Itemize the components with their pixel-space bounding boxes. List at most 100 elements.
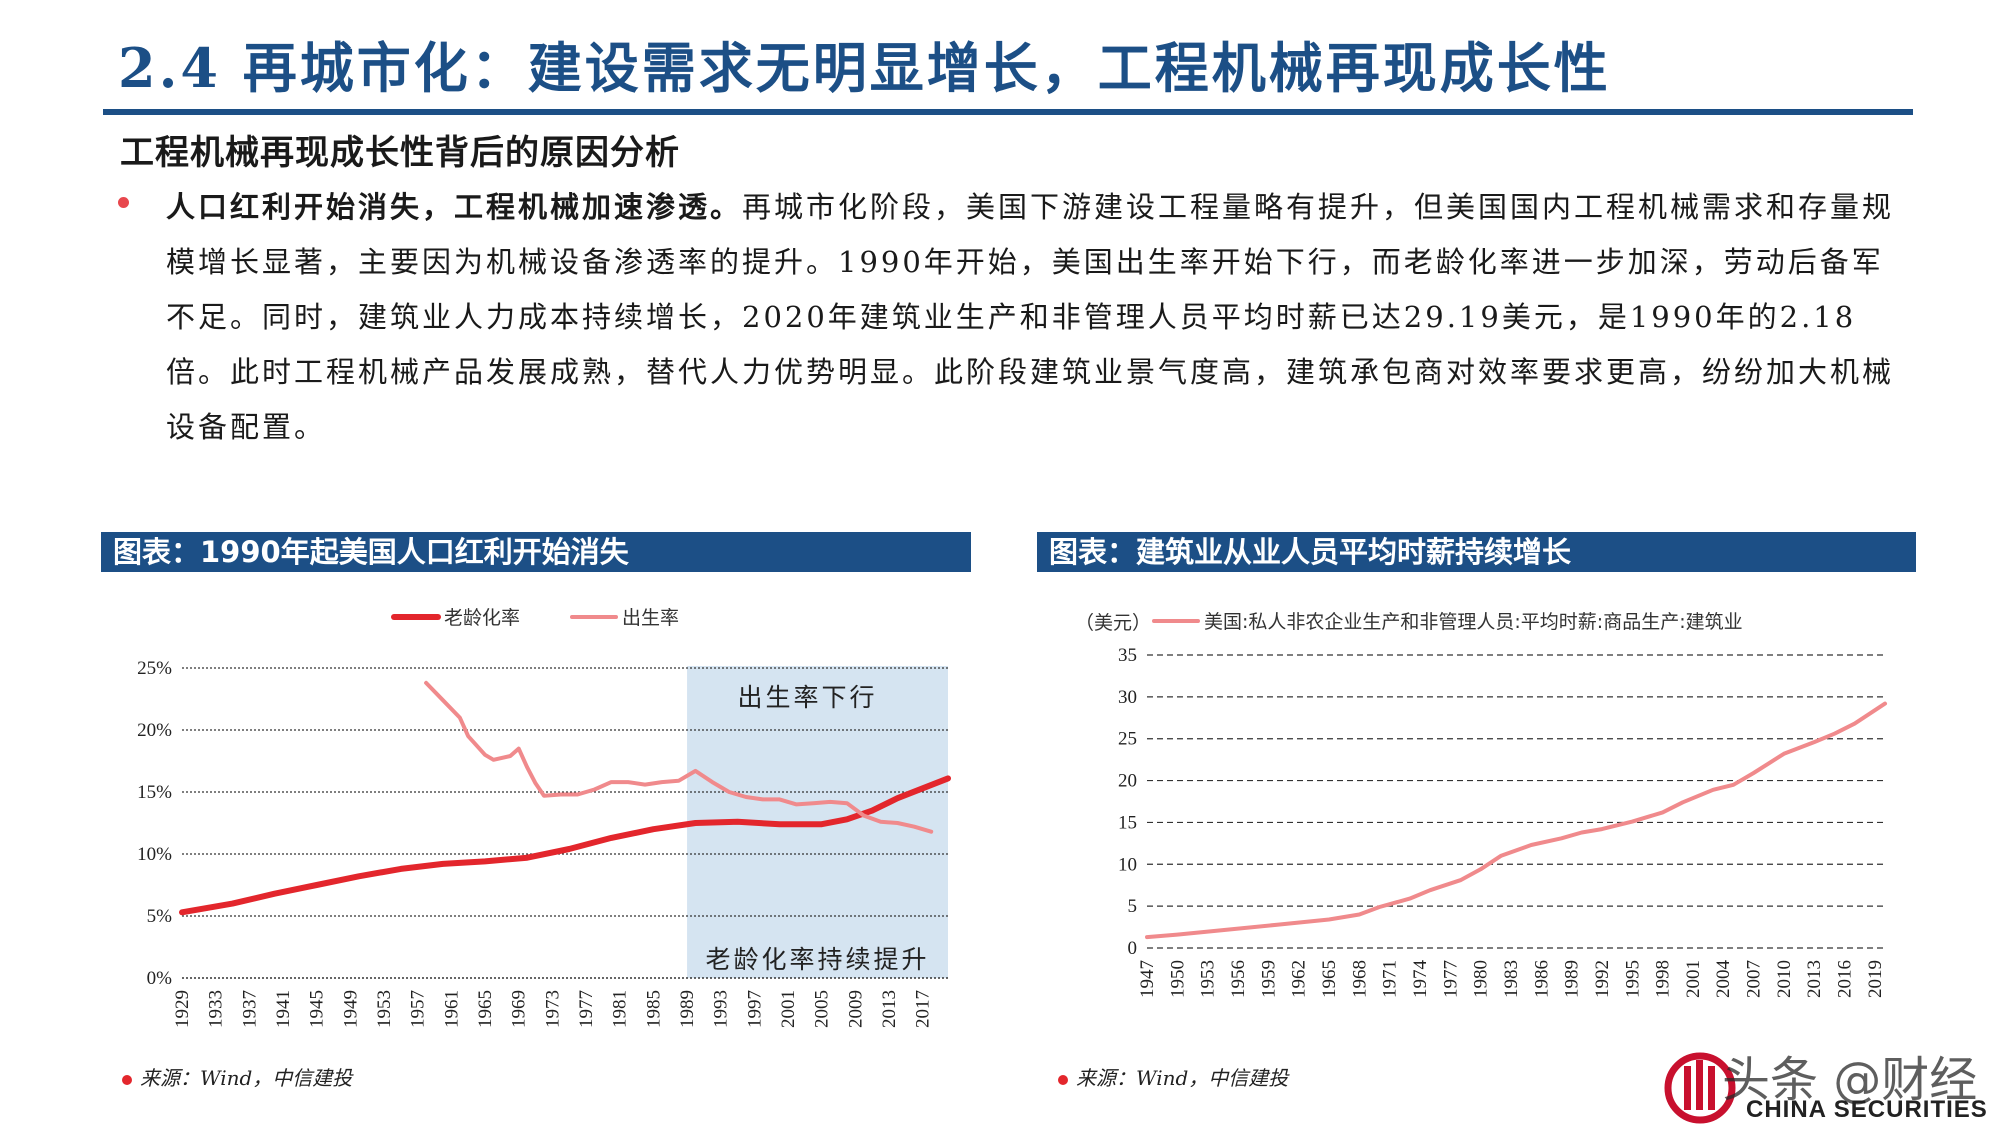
x-tick-label: 1973	[542, 990, 563, 1028]
series-0-point	[1429, 889, 1431, 891]
series-0-point	[1661, 811, 1664, 814]
series-0-point	[181, 911, 183, 914]
series-0-point	[1601, 828, 1603, 830]
x-tick-label: 1945	[307, 990, 328, 1028]
series-1-point	[677, 780, 680, 782]
x-tick-label: 1929	[172, 990, 193, 1028]
series-1-point	[517, 747, 520, 750]
series-0-point	[1783, 753, 1785, 755]
x-tick-label: 1993	[711, 990, 732, 1028]
x-tick-label: 2004	[1713, 960, 1734, 999]
series-0-point	[1560, 837, 1563, 840]
series-0-point	[1479, 868, 1482, 871]
y-tick-label: 25%	[137, 658, 172, 679]
series-0-point	[1378, 906, 1381, 908]
x-tick-label: 1956	[1228, 960, 1249, 998]
series-0-point	[1884, 702, 1886, 705]
x-tick-label: 1961	[441, 990, 462, 1028]
series-0-point	[484, 860, 486, 863]
x-tick-label: 2019	[1865, 960, 1886, 998]
series-1-point	[509, 755, 512, 757]
series-0-point	[610, 837, 613, 839]
x-tick-label: 1980	[1471, 960, 1492, 998]
x-tick-label: 1962	[1289, 960, 1310, 998]
series-0-point	[1277, 923, 1280, 926]
x-tick-label: 1957	[408, 990, 429, 1028]
x-tick-label: 1998	[1653, 960, 1674, 998]
x-tick-label: 1977	[576, 990, 597, 1028]
series-1-point	[694, 770, 697, 772]
left-chart-source: 来源：Wind，中信建投	[122, 1062, 352, 1091]
title-rule	[103, 109, 1913, 115]
series-1-point	[459, 716, 461, 719]
source-bullet-icon	[1058, 1074, 1068, 1085]
series-0-point	[1712, 789, 1714, 791]
series-0-point	[1176, 933, 1179, 936]
series-0-point	[1227, 928, 1229, 931]
series-1-point	[930, 830, 932, 833]
series-1-point	[913, 825, 916, 828]
x-tick-label: 1985	[643, 990, 664, 1028]
shaded-label-bottom: 老龄化率持续提升	[706, 945, 930, 974]
series-0-point	[1409, 897, 1411, 900]
series-1-point	[745, 796, 747, 798]
y-tick-label: 25	[1118, 729, 1137, 750]
x-tick-label: 2001	[778, 990, 799, 1028]
y-tick-label: 5	[1128, 896, 1138, 917]
y-tick-label: 20	[1118, 771, 1137, 792]
series-0-point	[1631, 820, 1634, 823]
series-1-point	[762, 798, 764, 801]
x-tick-label: 2009	[845, 990, 866, 1028]
right-chart-source: 来源：Wind，中信建投	[1058, 1062, 1288, 1091]
series-0-point	[736, 821, 739, 823]
body-bold-lead: 人口红利开始消失，工程机械加速渗透。	[166, 190, 743, 224]
x-tick-label: 2013	[879, 990, 900, 1028]
series-1-point	[812, 802, 815, 804]
x-tick-label: 1983	[1501, 960, 1522, 998]
series-1-point	[778, 798, 781, 801]
series-0-point	[1580, 831, 1583, 834]
series-0-point	[846, 818, 848, 821]
x-tick-label: 1937	[239, 990, 260, 1028]
series-1-point	[534, 782, 537, 785]
x-tick-label: 1997	[744, 990, 765, 1028]
body-text: 再城市化阶段，美国下游建设工程量略有提升，但美国国内工程机械需求和存量规模增长显…	[166, 190, 1895, 444]
series-0-point	[1813, 741, 1815, 743]
series-1-point	[543, 794, 545, 797]
series-1-point	[492, 759, 495, 761]
series-0-point	[400, 868, 402, 870]
series-1-point	[526, 766, 528, 768]
series-1-point	[627, 781, 629, 783]
series-0-point	[778, 823, 781, 825]
legend-label-0: 美国:私人非农企业生产和非管理人员:平均时薪:商品生产:建筑业	[1204, 611, 1743, 633]
x-tick-label: 1981	[610, 990, 631, 1028]
series-0-point	[568, 848, 570, 850]
series-1-point	[560, 793, 562, 796]
series-0-point	[1358, 913, 1361, 916]
x-tick-label: 1959	[1258, 960, 1279, 998]
series-1-point	[896, 822, 899, 824]
x-tick-label: 1989	[1562, 960, 1583, 998]
logo-name: CHINA SECURITIES	[1746, 1096, 1988, 1123]
series-line-1	[424, 680, 934, 834]
shaded-label-top: 出生率下行	[738, 683, 878, 712]
x-tick-label: 2010	[1774, 960, 1795, 998]
source-bullet-icon	[122, 1074, 132, 1085]
series-0-point	[921, 787, 924, 790]
legend-label-1: 出生率	[622, 607, 679, 629]
section-subtitle: 工程机械再现成长性背后的原因分析	[120, 133, 680, 173]
series-0-point	[1328, 918, 1330, 921]
series-0-point	[896, 797, 899, 799]
china-securities-logo-icon	[1664, 1052, 1736, 1124]
y-tick-label: 0	[1128, 938, 1138, 959]
x-tick-label: 1965	[475, 990, 496, 1028]
series-1-point	[863, 814, 865, 817]
y-tick-label: 20%	[137, 720, 172, 741]
x-tick-label: 1974	[1410, 960, 1431, 999]
series-0-point	[315, 884, 318, 886]
body-paragraph: 人口红利开始消失，工程机械加速渗透。再城市化阶段，美国下游建设工程量略有提升，但…	[166, 180, 1896, 455]
x-tick-label: 1949	[340, 990, 361, 1028]
y-tick-label: 15	[1118, 812, 1137, 833]
right-chart-header: 图表：建筑业从业人员平均时薪持续增长	[1037, 532, 1916, 572]
